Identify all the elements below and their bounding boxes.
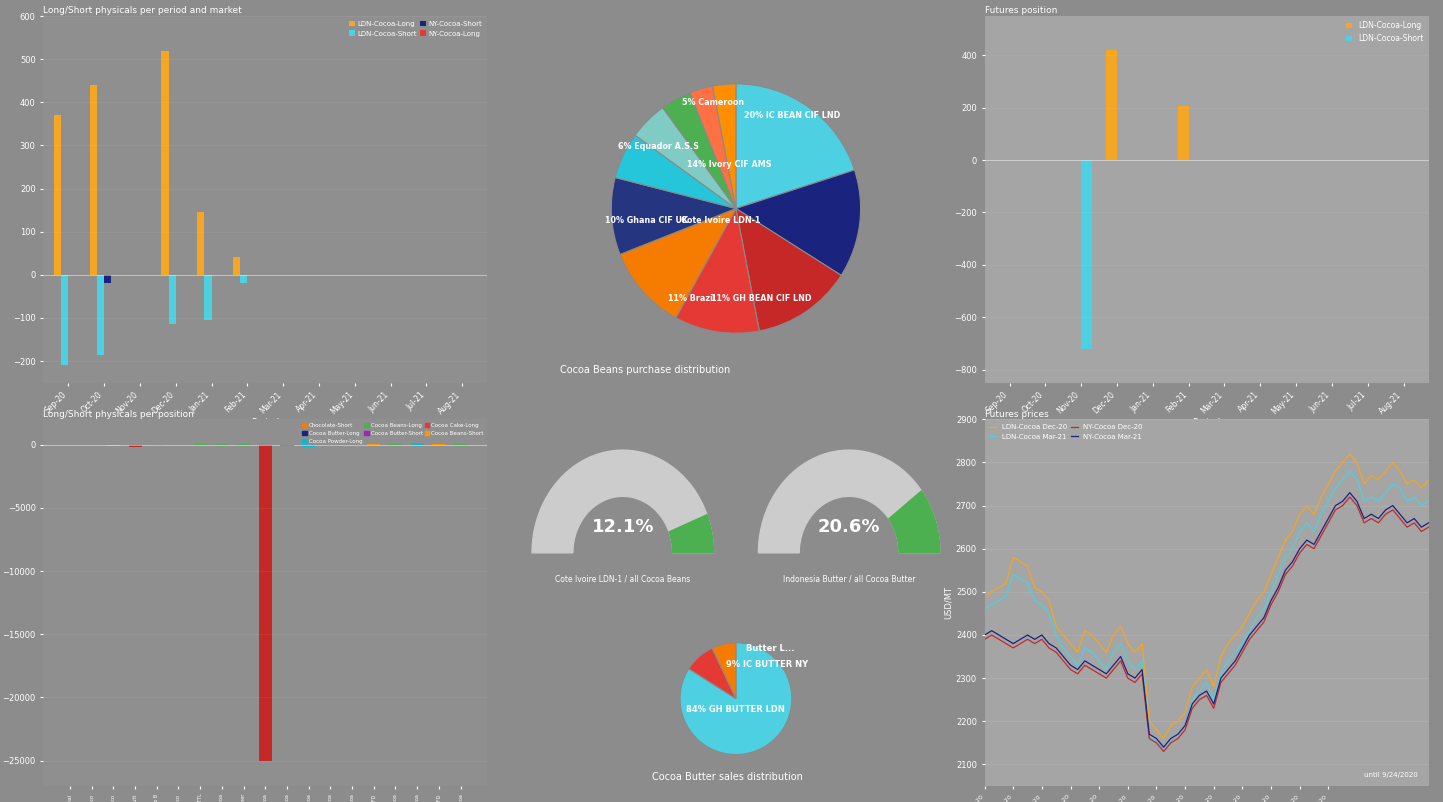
Bar (162, 51, 169, 275)
LDN-Cocoa Dec-20 (1291, 509, 1309, 519)
Text: Futures position: Futures position (984, 6, 1056, 15)
Bar (1081, 160, 1092, 349)
Legend: LDN-Cocoa-Long, LDN-Cocoa-Short: LDN-Cocoa-Long, LDN-Cocoa-Short (1343, 20, 1424, 45)
Bar (323, 444, 336, 446)
Legend: LDN-Cocoa-Long, LDN-Cocoa-Short, NY-Cocoa-Short, NY-Cocoa-Long: LDN-Cocoa-Long, LDN-Cocoa-Short, NY-Coco… (348, 19, 483, 38)
Bar (411, 443, 424, 444)
Bar (198, 213, 205, 275)
NY-Cocoa Mar-21 (1341, 488, 1358, 497)
LDN-Cocoa Dec-20 (1190, 674, 1208, 683)
NY-Cocoa Mar-21 (1420, 518, 1437, 528)
NY-Cocoa Dec-20 (1098, 674, 1115, 683)
LDN-Cocoa Mar-21 (1154, 747, 1172, 756)
Polygon shape (889, 491, 939, 553)
NY-Cocoa Dec-20 (975, 634, 993, 644)
Text: Futures prices: Futures prices (984, 410, 1048, 419)
Bar (1177, 107, 1189, 160)
NY-Cocoa Dec-20 (1205, 703, 1222, 713)
Line: LDN-Cocoa Dec-20: LDN-Cocoa Dec-20 (984, 454, 1429, 739)
X-axis label: Period: Period (1192, 418, 1221, 427)
NY-Cocoa Mar-21 (1190, 691, 1208, 700)
LDN-Cocoa Mar-21 (1205, 695, 1222, 704)
LDN-Cocoa Mar-21 (1098, 665, 1115, 674)
LDN-Cocoa Mar-21 (1413, 500, 1430, 510)
Bar (97, 275, 104, 354)
LDN-Cocoa Dec-20 (975, 591, 993, 601)
LDN-Cocoa Dec-20 (1154, 734, 1172, 743)
Bar (150, 444, 163, 446)
Legend: LDN-Cocoa Dec-20, LDN-Cocoa Mar-21, NY-Cocoa Dec-20, NY-Cocoa Mar-21: LDN-Cocoa Dec-20, LDN-Cocoa Mar-21, NY-C… (988, 423, 1144, 441)
Bar (61, 275, 68, 366)
Bar (128, 444, 141, 447)
NY-Cocoa Dec-20 (1420, 522, 1437, 532)
Polygon shape (670, 515, 713, 553)
Text: until 9/24/2020: until 9/24/2020 (1364, 772, 1417, 778)
NY-Cocoa Mar-21 (1413, 522, 1430, 532)
Bar (258, 444, 271, 760)
NY-Cocoa Mar-21 (1113, 652, 1130, 662)
Text: 20.6%: 20.6% (818, 518, 880, 537)
LDN-Cocoa Dec-20 (1098, 647, 1115, 657)
Text: Cocoa Beans purchase distribution: Cocoa Beans purchase distribution (560, 366, 730, 375)
NY-Cocoa Mar-21 (1291, 544, 1309, 553)
LDN-Cocoa Dec-20 (1341, 449, 1358, 459)
Text: Long/Short physicals per position: Long/Short physicals per position (43, 410, 195, 419)
Text: Long/Short physicals per period and market: Long/Short physicals per period and mark… (43, 6, 242, 15)
LDN-Cocoa Mar-21 (1341, 466, 1358, 476)
Legend: Chocolate-Short, Cocoa Butter-Long, Cocoa Powder-Long, Cocoa Beans-Long, Cocoa B: Chocolate-Short, Cocoa Butter-Long, Coco… (302, 422, 485, 445)
Bar (1107, 50, 1117, 160)
NY-Cocoa Dec-20 (1113, 656, 1130, 666)
NY-Cocoa Dec-20 (1341, 492, 1358, 502)
LDN-Cocoa Mar-21 (1113, 639, 1130, 649)
LDN-Cocoa Mar-21 (975, 604, 993, 614)
Text: Cocoa Butter sales distribution: Cocoa Butter sales distribution (652, 772, 802, 783)
Line: LDN-Cocoa Mar-21: LDN-Cocoa Mar-21 (984, 471, 1429, 751)
LDN-Cocoa Dec-20 (1205, 682, 1222, 691)
X-axis label: Period: Period (251, 418, 280, 427)
NY-Cocoa Mar-21 (1205, 699, 1222, 709)
Bar (240, 275, 247, 282)
Bar (234, 257, 240, 275)
NY-Cocoa Dec-20 (1154, 747, 1172, 756)
NY-Cocoa Dec-20 (1291, 549, 1309, 558)
LDN-Cocoa Mar-21 (1190, 687, 1208, 696)
LDN-Cocoa Dec-20 (1113, 622, 1130, 631)
NY-Cocoa Mar-21 (1098, 669, 1115, 678)
NY-Cocoa Mar-21 (1154, 743, 1172, 752)
LDN-Cocoa Dec-20 (1420, 475, 1437, 484)
Text: Indonesia Butter / all Cocoa Butter: Indonesia Butter / all Cocoa Butter (784, 574, 915, 583)
Bar (107, 444, 120, 446)
Bar (169, 275, 176, 325)
Bar (89, 85, 97, 275)
NY-Cocoa Mar-21 (975, 630, 993, 640)
Bar (205, 275, 212, 320)
LDN-Cocoa Mar-21 (1420, 496, 1437, 506)
LDN-Cocoa Dec-20 (1413, 484, 1430, 493)
Polygon shape (759, 450, 939, 553)
Bar (280, 444, 293, 446)
LDN-Cocoa Mar-21 (1291, 527, 1309, 537)
Line: NY-Cocoa Mar-21: NY-Cocoa Mar-21 (984, 492, 1429, 747)
Polygon shape (532, 450, 713, 553)
Text: Cote Ivoire LDN-1 / all Cocoa Beans: Cote Ivoire LDN-1 / all Cocoa Beans (556, 574, 690, 583)
Bar (53, 115, 61, 275)
Line: NY-Cocoa Dec-20: NY-Cocoa Dec-20 (984, 497, 1429, 751)
Bar (302, 444, 315, 448)
NY-Cocoa Dec-20 (1190, 695, 1208, 704)
Text: 12.1%: 12.1% (592, 518, 654, 537)
Bar (104, 275, 111, 282)
Y-axis label: USD/MT: USD/MT (944, 586, 952, 619)
NY-Cocoa Dec-20 (1413, 527, 1430, 537)
